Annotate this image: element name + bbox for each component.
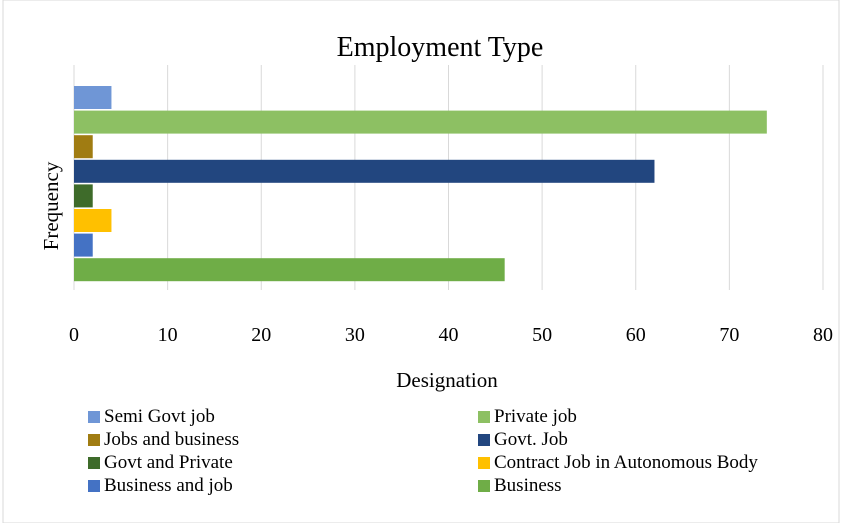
legend-item: Business and job [88,475,478,497]
x-tick-label: 80 [813,324,833,346]
x-tick-label: 0 [69,324,79,346]
bar-govt-job [74,159,655,183]
legend-label: Business and job [104,475,233,496]
legend-item: Jobs and business [88,429,478,451]
legend-swatch [478,411,490,423]
chart-title: Employment Type [337,32,544,63]
bar-contract-job-in-autonomous-body [74,209,112,232]
legend-item: Govt. Job [478,429,828,451]
legend-item: Business [478,475,828,497]
x-axis-label: Designation [396,368,498,392]
bar-jobs-and-business [74,135,93,159]
legend-swatch [88,457,100,469]
legend-swatch [478,480,490,492]
legend-swatch [478,457,490,469]
x-tick-label: 30 [345,324,365,346]
x-tick-label: 70 [719,324,739,346]
bar-private-job [74,110,767,134]
legend-label: Private job [494,406,577,427]
x-tick-label: 50 [532,324,552,346]
legend-label: Govt. Job [494,429,568,450]
legend-label: Govt and Private [104,452,233,473]
legend-label: Business [494,475,562,496]
y-axis-label: Frequency [39,161,63,250]
bar-business-and-job [74,233,93,257]
x-tick-label: 60 [626,324,646,346]
legend-item: Semi Govt job [88,406,478,428]
legend-label: Semi Govt job [104,406,215,427]
legend-swatch [88,480,100,492]
legend: Semi Govt job Private job Jobs and busines… [88,406,828,497]
x-tick-labels: 0 10 20 30 40 50 60 70 80 [69,324,833,346]
legend-swatch [88,411,100,423]
legend-item: Contract Job in Autonomous Body [478,452,828,474]
bar-semi-govt-job [74,86,112,109]
legend-swatch [478,434,490,446]
x-tick-label: 10 [158,324,178,346]
bar-business [74,258,505,282]
bars-group [74,86,767,282]
x-tick-label: 20 [251,324,271,346]
legend-swatch [88,434,100,446]
legend-item: Govt and Private [88,452,478,474]
legend-label: Jobs and business [104,429,240,450]
legend-item: Private job [478,406,828,428]
x-tick-label: 40 [439,324,459,346]
bar-govt-and-private [74,184,93,208]
legend-label: Contract Job in Autonomous Body [494,452,758,473]
